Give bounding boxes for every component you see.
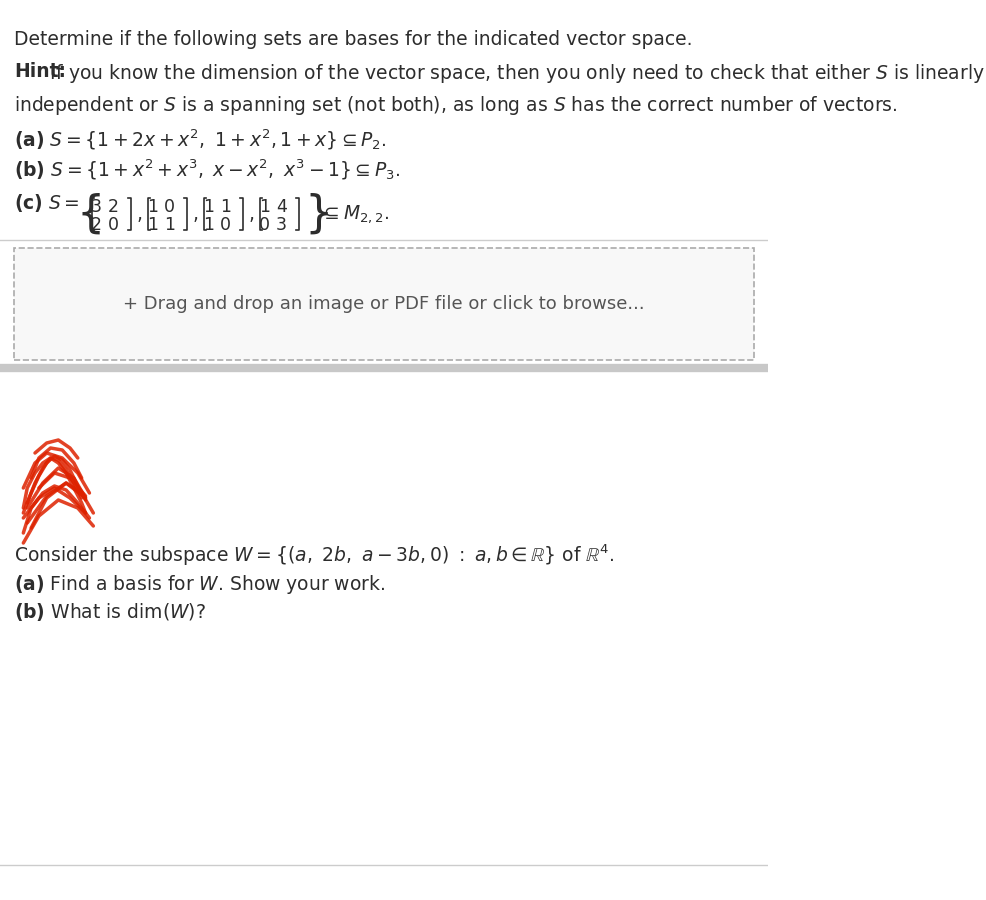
Text: 0: 0 — [164, 198, 175, 216]
Text: 0: 0 — [107, 216, 119, 234]
Text: $\mathbf{(c)}$ $S = $: $\mathbf{(c)}$ $S = $ — [14, 192, 80, 214]
Text: 2: 2 — [107, 198, 119, 216]
Text: 1: 1 — [203, 198, 214, 216]
Text: 1: 1 — [220, 198, 231, 216]
Text: ,: , — [192, 204, 198, 223]
Text: 1: 1 — [258, 198, 270, 216]
Text: Determine if the following sets are bases for the indicated vector space.: Determine if the following sets are base… — [14, 30, 692, 49]
Text: independent or $S$ is a spanning set (not both), as long as $S$ has the correct : independent or $S$ is a spanning set (no… — [14, 94, 896, 117]
Text: 3: 3 — [276, 216, 287, 234]
Text: $\mathbf{(b)}$ What is $\mathrm{dim}(W)$?: $\mathbf{(b)}$ What is $\mathrm{dim}(W)$… — [14, 601, 206, 623]
Text: 1: 1 — [203, 216, 214, 234]
FancyBboxPatch shape — [14, 248, 753, 360]
Text: 1: 1 — [164, 216, 175, 234]
Text: $\mathbf{(a)}$ Find a basis for $W$. Show your work.: $\mathbf{(a)}$ Find a basis for $W$. Sho… — [14, 573, 385, 596]
Text: ,: , — [247, 204, 253, 223]
Text: 3: 3 — [91, 198, 102, 216]
Text: Consider the subspace $W = \{(a,\ 2b,\ a - 3b, 0)\ :\ a, b \in \mathbb{R}\}$ of : Consider the subspace $W = \{(a,\ 2b,\ a… — [14, 543, 614, 569]
Text: $\subseteq M_{2,2}.$: $\subseteq M_{2,2}.$ — [320, 203, 389, 225]
Text: + Drag and drop an image or PDF file or click to browse...: + Drag and drop an image or PDF file or … — [123, 295, 644, 313]
Text: {: { — [76, 193, 105, 236]
Text: 0: 0 — [220, 216, 231, 234]
Text: }: } — [304, 193, 332, 236]
Text: If you know the dimension of the vector space, then you only need to check that : If you know the dimension of the vector … — [43, 62, 983, 85]
Text: 4: 4 — [276, 198, 287, 216]
Text: 2: 2 — [91, 216, 102, 234]
Text: $\mathbf{(b)}$ $S = \{1 + x^2 + x^3,\ x - x^2,\ x^3 - 1\} \subseteq P_3.$: $\mathbf{(b)}$ $S = \{1 + x^2 + x^3,\ x … — [14, 158, 400, 183]
Text: 0: 0 — [258, 216, 270, 234]
Text: Hint:: Hint: — [14, 62, 66, 81]
Text: 1: 1 — [147, 216, 158, 234]
Text: ,: , — [136, 204, 142, 223]
Text: $\mathbf{(a)}$ $S = \{1 + 2x + x^2,\ 1 + x^2, 1 + x\} \subseteq P_2.$: $\mathbf{(a)}$ $S = \{1 + 2x + x^2,\ 1 +… — [14, 128, 387, 152]
Text: 1: 1 — [147, 198, 158, 216]
